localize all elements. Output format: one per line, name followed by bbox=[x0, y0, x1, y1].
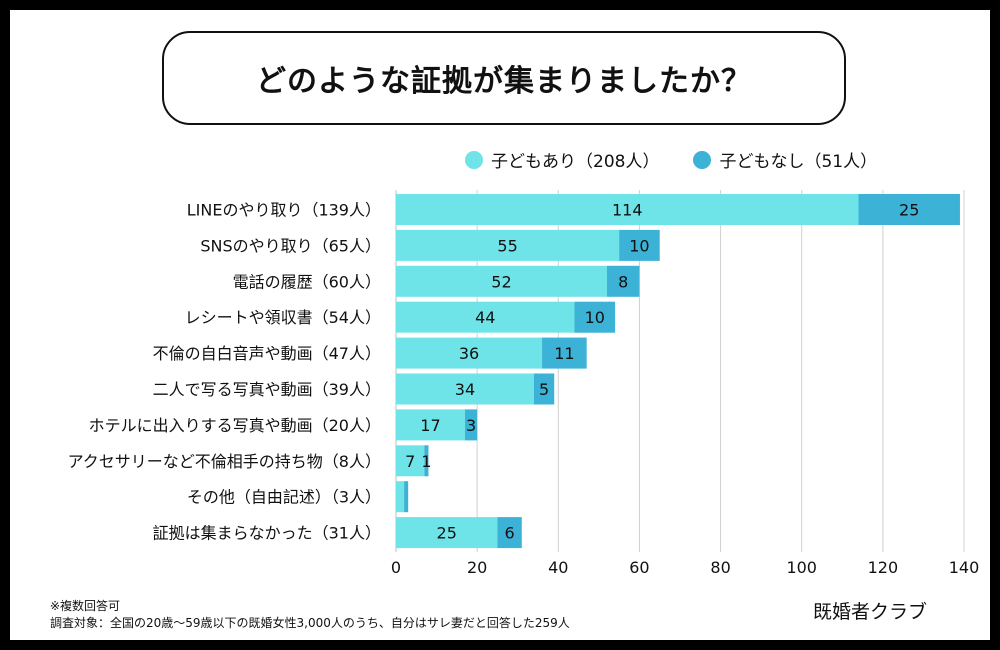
data-label: 6 bbox=[505, 524, 515, 543]
legend: 子どもあり（208人） 子どもなし（51人） bbox=[465, 147, 877, 172]
category-label: 不倫の自白音声や動画（47人） bbox=[153, 344, 381, 363]
bar-with-children bbox=[396, 229, 620, 261]
brand-label: 既婚者クラブ bbox=[813, 601, 928, 623]
bar-without-children bbox=[424, 445, 429, 477]
bar-with-children bbox=[396, 265, 607, 297]
note-multiple-answers: ※複数回答可 bbox=[50, 599, 121, 613]
data-label: 10 bbox=[585, 308, 605, 327]
x-tick-label: 120 bbox=[868, 558, 899, 577]
data-label: 34 bbox=[455, 380, 475, 399]
bar-chart: 0 20 40 60 80 100 120 140 LINEのやり取り（139人） 114 25 SN… bbox=[68, 190, 980, 577]
data-label: 11 bbox=[554, 344, 574, 363]
data-label: 7 bbox=[405, 452, 415, 471]
x-tick-label: 80 bbox=[710, 558, 730, 577]
bar-with-children bbox=[396, 517, 498, 549]
bar-with-children bbox=[396, 409, 465, 441]
legend-item-with-children: 子どもあり（208人） bbox=[465, 147, 659, 172]
bar-without-children bbox=[574, 301, 616, 333]
bar-without-children bbox=[404, 481, 409, 513]
x-tick-label: 100 bbox=[786, 558, 817, 577]
chart-title: どのような証拠が集まりましたか？ bbox=[256, 64, 752, 99]
legend-label-with-children: 子どもあり（208人） bbox=[491, 152, 660, 172]
category-label: その他（自由記述）（3人） bbox=[187, 488, 381, 507]
data-label: 114 bbox=[612, 201, 643, 220]
bar-with-children bbox=[396, 194, 859, 225]
data-label: 25 bbox=[437, 524, 457, 543]
data-label: 52 bbox=[491, 272, 511, 291]
data-label: 36 bbox=[459, 344, 479, 363]
bar-without-children bbox=[619, 229, 660, 261]
data-label: 44 bbox=[475, 308, 495, 327]
bar-without-children bbox=[542, 337, 587, 369]
category-label: 証拠は集まらなかった（31人） bbox=[153, 524, 381, 543]
bar-with-children bbox=[396, 445, 425, 477]
x-tick-label: 140 bbox=[949, 558, 980, 577]
data-label: 1 bbox=[421, 452, 431, 471]
category-label: LINEのやり取り（139人） bbox=[187, 201, 381, 220]
bar-with-children bbox=[396, 301, 575, 333]
category-label: ホテルに出入りする写真や動画（20人） bbox=[89, 416, 381, 435]
data-label: 10 bbox=[629, 236, 649, 255]
x-tick-label: 60 bbox=[629, 558, 649, 577]
legend-item-without-children: 子どもなし（51人） bbox=[693, 147, 877, 172]
data-label: 17 bbox=[420, 416, 440, 435]
bar-without-children bbox=[497, 517, 522, 549]
data-label: 55 bbox=[497, 236, 517, 255]
category-label: SNSのやり取り（65人） bbox=[200, 236, 381, 255]
title-box: どのような証拠が集まりましたか？ bbox=[162, 31, 846, 125]
bar-without-children bbox=[606, 265, 640, 297]
legend-swatch-without-children bbox=[693, 150, 712, 169]
category-label: レシートや領収書（54人） bbox=[185, 308, 381, 327]
data-label: 8 bbox=[618, 272, 628, 291]
legend-label-without-children: 子どもなし（51人） bbox=[719, 152, 878, 172]
x-tick-label: 40 bbox=[548, 558, 568, 577]
x-tick-label: 20 bbox=[467, 558, 487, 577]
bar-without-children bbox=[464, 409, 478, 441]
note-survey-target: 調査対象：全国の20歳〜59歳以下の既婚女性3,000人のうち、自分はサレ妻だと… bbox=[50, 616, 570, 630]
legend-swatch-with-children bbox=[465, 150, 483, 169]
bar-without-children bbox=[858, 194, 960, 225]
data-label: 25 bbox=[899, 201, 919, 220]
category-label: アクセサリーなど不倫相手の持ち物（8人） bbox=[68, 452, 381, 471]
data-label: 5 bbox=[539, 380, 549, 399]
data-label: 3 bbox=[466, 416, 476, 435]
category-label: 電話の履歴（60人） bbox=[233, 272, 381, 291]
x-tick-label: 0 bbox=[391, 558, 401, 577]
category-label: 二人で写る写真や動画（39人） bbox=[153, 380, 381, 399]
bar-with-children bbox=[396, 337, 543, 369]
bar-without-children bbox=[533, 373, 555, 405]
bar-with-children bbox=[396, 481, 405, 513]
chart-frame: どのような証拠が集まりましたか？ 子どもあり（208人） 子どもなし（51人） … bbox=[10, 10, 990, 640]
bar-with-children bbox=[396, 373, 534, 405]
